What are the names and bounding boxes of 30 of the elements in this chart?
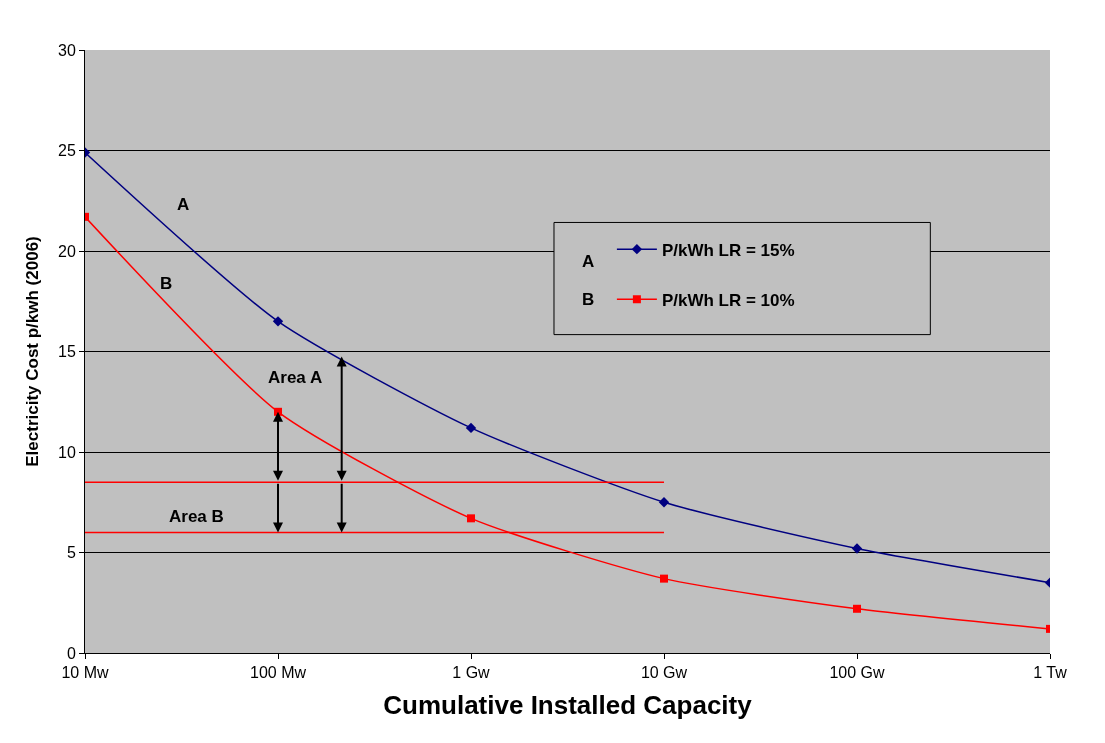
y-tick-label: 0 — [66, 644, 76, 662]
point — [660, 574, 668, 583]
x-tick-label: 1 Gw — [452, 664, 491, 682]
y-tick-label: 20 — [58, 242, 76, 260]
point — [853, 604, 861, 613]
y-tick-label: 30 — [58, 41, 76, 59]
y-tick-label: 15 — [58, 343, 76, 361]
y-tick-label: 10 — [58, 443, 76, 461]
annotation: A — [177, 195, 190, 214]
point — [272, 316, 284, 327]
annotation: B — [582, 290, 595, 309]
point — [467, 514, 475, 523]
legend-label: P/kWh LR = 10% — [661, 290, 795, 310]
annotation: Area B — [169, 507, 224, 526]
point — [465, 422, 477, 434]
annotation: B — [160, 274, 173, 293]
x-tick-label: 100 Mw — [249, 664, 307, 682]
annotation: Area A — [268, 368, 323, 387]
x-tick-label: 1 Tw — [1033, 664, 1068, 682]
point — [658, 497, 670, 508]
y-tick-label: 5 — [66, 544, 76, 562]
y-tick-label: 25 — [58, 142, 76, 160]
x-axis-title: Cumulative Installed Capacity — [383, 689, 753, 720]
x-tick-label: 10 Gw — [640, 664, 688, 682]
annotation: A — [582, 252, 595, 271]
x-tick-label: 100 Gw — [829, 664, 886, 682]
point — [851, 543, 863, 554]
x-tick-label: 10 Mw — [61, 664, 110, 682]
legend-label: P/kWh LR = 15% — [661, 240, 795, 260]
y-axis-title: Electricity Cost p/kwh (2006) — [22, 236, 42, 467]
